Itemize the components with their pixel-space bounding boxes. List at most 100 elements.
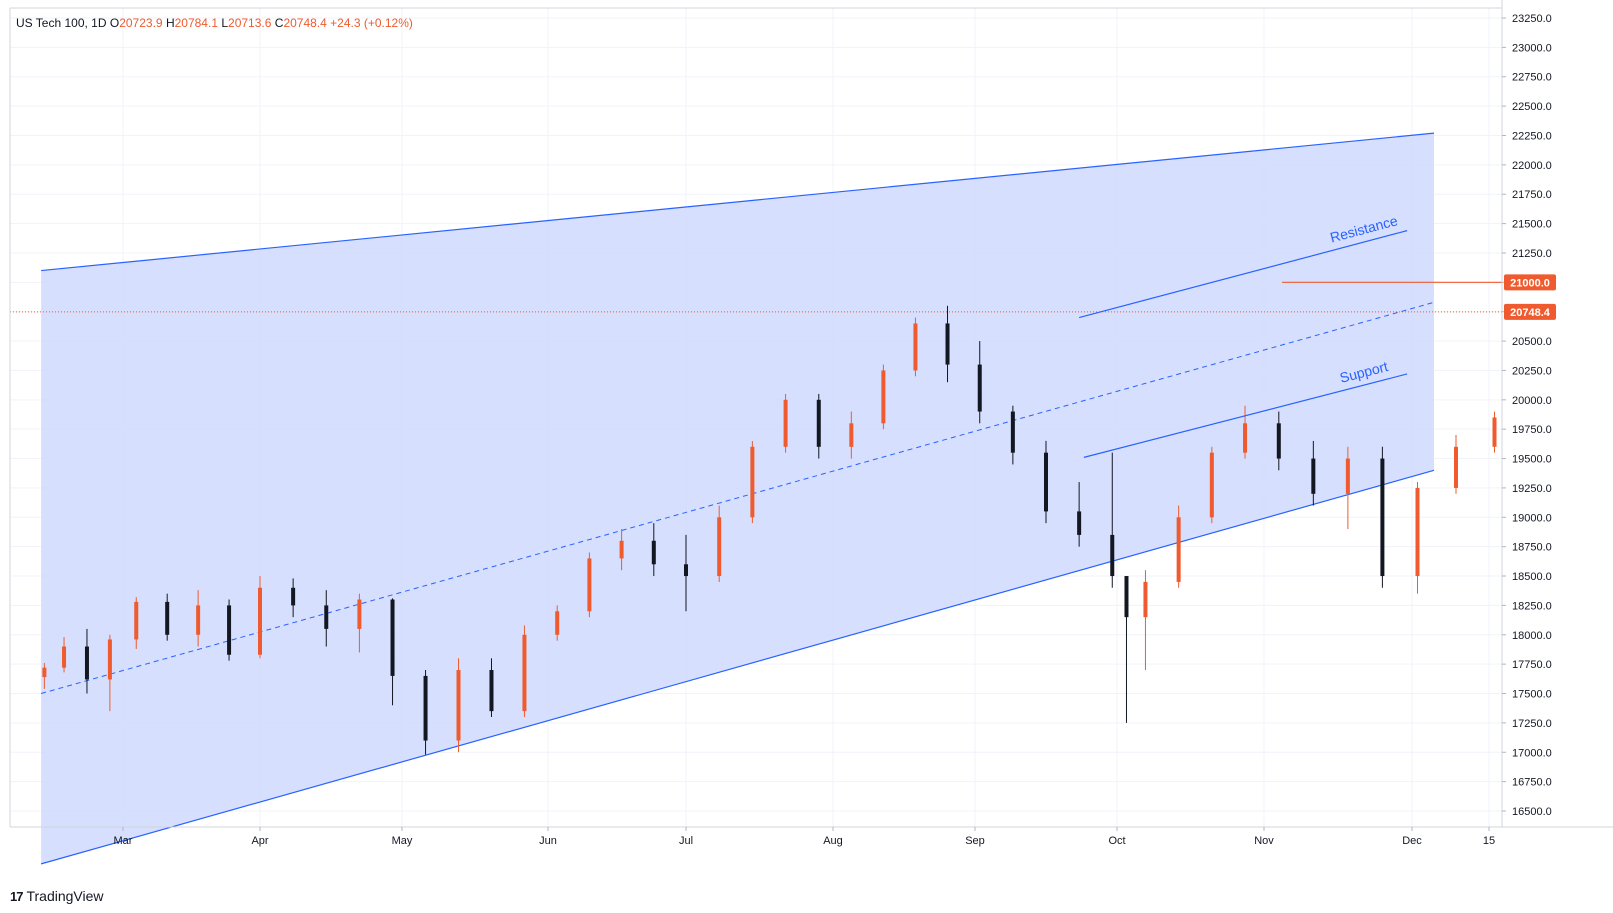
time-tick-label: Mar [114, 835, 133, 847]
price-tick-label: 20000.0 [1512, 395, 1552, 407]
price-tick-label: 19750.0 [1512, 424, 1552, 436]
candle-body [390, 599, 395, 676]
channel-mid-line [40, 301, 1435, 694]
time-tick-label: Dec [1402, 835, 1422, 847]
price-tick-label: 17250.0 [1512, 718, 1552, 730]
candle-body [1044, 452, 1048, 512]
candle-body [1143, 581, 1148, 618]
time-tick-label: Nov [1254, 835, 1274, 847]
candle-body [165, 601, 170, 635]
price-tick-label: 16750.0 [1512, 777, 1552, 789]
price-tick-label: 21250.0 [1512, 248, 1552, 260]
candle-series [42, 305, 1612, 755]
candle-body [619, 540, 624, 559]
regression-channel [10, 132, 1502, 865]
time-tick-label: Apr [251, 835, 268, 847]
time-tick-label: May [392, 835, 413, 847]
candle-body [1380, 458, 1385, 577]
price-tick-label: 17500.0 [1512, 689, 1552, 701]
resistance-line [1078, 230, 1408, 319]
candle-body [1124, 576, 1129, 618]
candle-body [1276, 423, 1281, 459]
candle-body [1454, 446, 1458, 488]
candle-body [1110, 534, 1115, 577]
last-price-badge-text: 20748.4 [1510, 307, 1551, 319]
high-value: 20784.1 [174, 16, 218, 30]
symbol-interval: 1D [91, 16, 107, 30]
price-tick-label: 21500.0 [1512, 219, 1552, 231]
candle-body [456, 670, 461, 741]
candle-body [750, 446, 755, 518]
time-tick-label: Sep [965, 835, 985, 847]
price-tick-label: 19000.0 [1512, 512, 1552, 524]
close-key: C [274, 16, 284, 30]
candle-body [291, 587, 296, 606]
candle-body [324, 605, 329, 629]
high-key: H [165, 16, 175, 30]
tradingview-logo-icon: 17 [10, 888, 24, 904]
candle-body [684, 564, 688, 577]
brand-name: TradingView [26, 888, 104, 904]
low-key: L [221, 16, 229, 30]
price-tick-label: 22750.0 [1512, 72, 1552, 84]
candle-body [1311, 458, 1316, 494]
price-tick-label: 23250.0 [1512, 13, 1552, 25]
time-tick-label: Jun [539, 835, 557, 847]
price-tick-label: 22250.0 [1512, 130, 1552, 142]
level-badge-bg [1504, 274, 1556, 291]
change-value: +24.3 (+0.12%) [330, 16, 413, 30]
candle-body [1492, 417, 1497, 447]
tradingview-branding[interactable]: 17 TradingView [10, 888, 104, 904]
candle-body [783, 399, 788, 447]
price-axis-bg [1502, 0, 1613, 827]
price-tick-label: 21750.0 [1512, 189, 1552, 201]
candle-body [357, 599, 362, 629]
price-tick-label: 16500.0 [1512, 806, 1552, 818]
time-tick-label: Oct [1108, 835, 1125, 847]
price-tick-label: 23000.0 [1512, 42, 1552, 54]
candle-body [522, 634, 527, 712]
candle-body [62, 646, 67, 668]
candle-body [945, 323, 950, 365]
price-tick-label: 22000.0 [1512, 160, 1552, 172]
price-tick-label: 20500.0 [1512, 336, 1552, 348]
close-value: 20748.4 [283, 16, 327, 30]
candle-body [913, 323, 918, 371]
price-tick-label: 18000.0 [1512, 630, 1552, 642]
candle-body [1176, 517, 1181, 582]
time-tick-label: Aug [823, 835, 843, 847]
candle-body [881, 370, 886, 424]
time-tick-label: Jul [679, 835, 693, 847]
channel-upper-line [41, 132, 1435, 272]
candle-body [423, 675, 428, 741]
symbol-legend: US Tech 100, 1D O20723.9 H20784.1 L20713… [16, 16, 413, 30]
low-value: 20713.6 [228, 16, 272, 30]
candle-body [134, 601, 139, 640]
time-tick-label: 15 [1483, 835, 1495, 847]
last-price-badge-bg [1504, 303, 1556, 320]
candle-body [816, 399, 821, 447]
candle-body [849, 423, 854, 447]
candle-body [717, 517, 722, 577]
price-tick-label: 17750.0 [1512, 659, 1552, 671]
price-tick-label: 19250.0 [1512, 483, 1552, 495]
price-tick-label: 18500.0 [1512, 571, 1552, 583]
price-tick-label: 22500.0 [1512, 101, 1552, 113]
price-tick-label: 18250.0 [1512, 600, 1552, 612]
symbol-name: US Tech 100 [16, 16, 85, 30]
candle-body [84, 646, 89, 680]
price-tick-label: 18750.0 [1512, 542, 1552, 554]
open-key: O [109, 16, 120, 30]
candle-body [555, 611, 560, 635]
price-tick-label: 17000.0 [1512, 747, 1552, 759]
candle-body [489, 670, 494, 712]
level-badge-text: 21000.0 [1510, 277, 1550, 289]
price-and-time-axes: 16500.0 16750.0 17000.0 17250.0 17500.0 17750… [9, 0, 1613, 847]
price-tick-label: 19500.0 [1512, 454, 1552, 466]
candle-body [1010, 411, 1015, 453]
candle-body [651, 540, 656, 565]
price-tick-label: 20250.0 [1512, 365, 1552, 377]
candle-body [196, 605, 201, 635]
channel-lower-line [40, 469, 1435, 865]
